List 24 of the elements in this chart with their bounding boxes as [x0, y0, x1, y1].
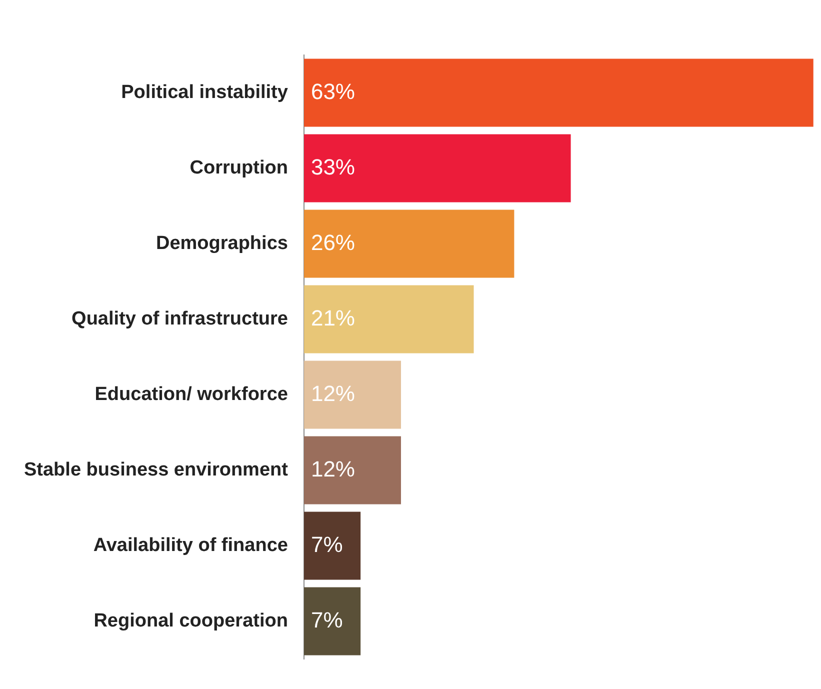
data-label: 12%	[310, 380, 356, 406]
y-tick-label: Corruption	[190, 157, 288, 178]
y-tick-label: Education/ workforce	[94, 384, 288, 405]
y-tick-label: Regional cooperation	[94, 610, 288, 632]
bar	[304, 134, 571, 202]
bar	[304, 587, 361, 656]
y-tick-label: Quality of infrastructure	[72, 308, 288, 330]
bar	[304, 512, 361, 580]
bar	[304, 210, 514, 278]
y-tick-label: Stable business environment	[24, 459, 289, 480]
data-label: 21%	[310, 305, 356, 330]
bar	[304, 360, 401, 429]
bar	[304, 436, 401, 504]
data-label: 33%	[310, 154, 356, 180]
data-label: 12%	[310, 456, 356, 482]
y-tick-label: Availability of finance	[93, 534, 288, 556]
bar	[304, 58, 814, 127]
y-tick-label: Political instability	[121, 82, 288, 103]
bar	[304, 285, 474, 354]
data-label: 63%	[310, 78, 356, 104]
y-tick-label: Demographics	[156, 232, 288, 254]
data-label: 7%	[310, 607, 343, 632]
data-label: 7%	[310, 532, 343, 557]
data-label: 26%	[310, 230, 356, 255]
